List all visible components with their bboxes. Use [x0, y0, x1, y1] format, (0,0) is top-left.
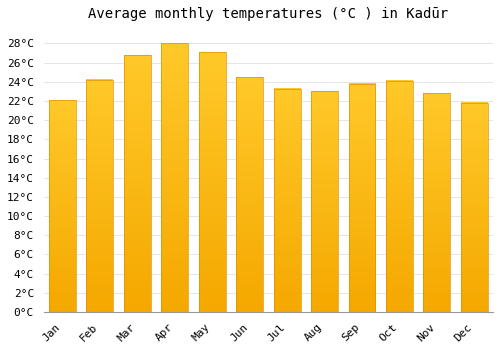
Bar [348, 84, 376, 312]
Bar [162, 43, 188, 312]
Bar [236, 77, 263, 312]
Bar [124, 55, 151, 312]
Bar [86, 80, 114, 312]
Bar [198, 52, 226, 312]
Bar [274, 89, 300, 312]
Bar [424, 93, 450, 312]
Bar [311, 91, 338, 312]
Bar [386, 81, 413, 312]
Bar [49, 100, 76, 312]
Bar [461, 103, 488, 312]
Title: Average monthly temperatures (°C ) in Kadūr: Average monthly temperatures (°C ) in Ka… [88, 7, 448, 21]
